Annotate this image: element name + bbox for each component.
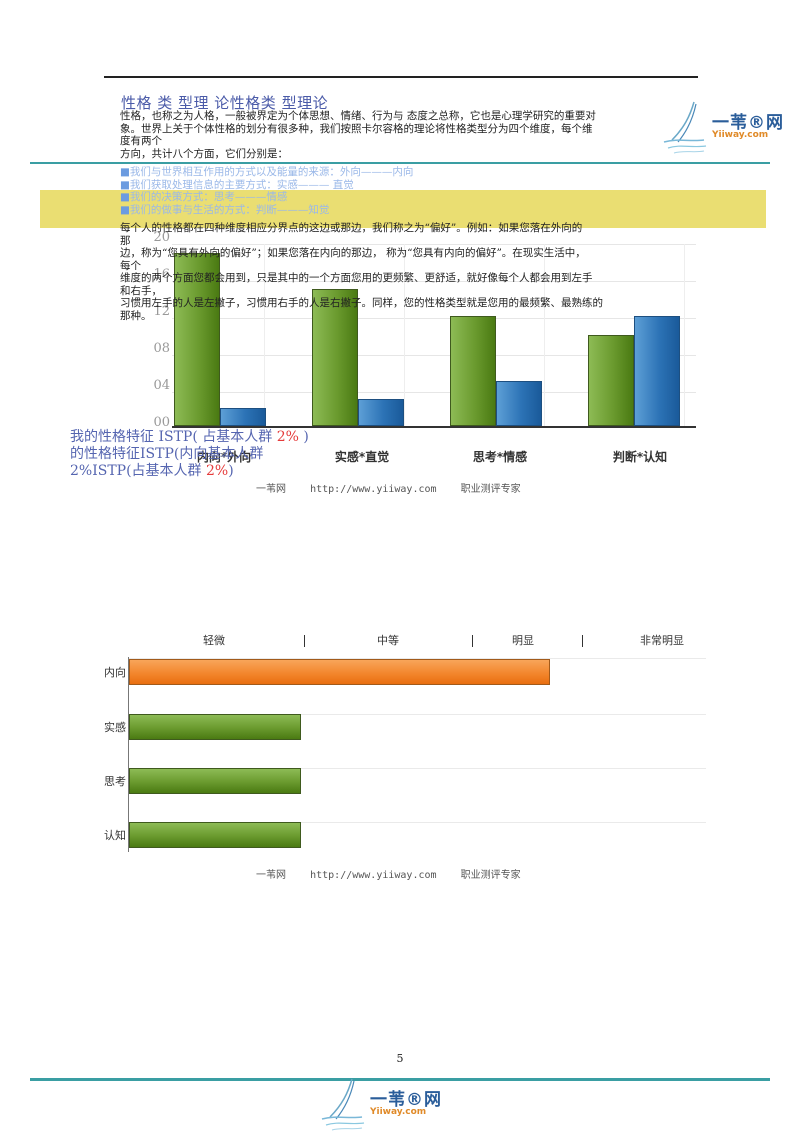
page-number: 5 bbox=[396, 1052, 404, 1065]
y-tick: 20 bbox=[153, 230, 170, 245]
intro-paragraph: 性格，也称之为人格，一般被界定为个体思想、情绪、行为与 态度之总称，它也是心理学… bbox=[120, 110, 665, 160]
square-bullet-icon: ■ bbox=[120, 178, 130, 191]
pref-line: 和右手， bbox=[120, 284, 162, 297]
scale-separator bbox=[304, 635, 305, 647]
category-label: 实感 bbox=[104, 721, 126, 734]
percent-value: 2% bbox=[206, 463, 229, 479]
scale-separator bbox=[472, 635, 473, 647]
bar-green-1 bbox=[312, 289, 358, 426]
scale-separator bbox=[582, 635, 583, 647]
bar-green-0 bbox=[174, 253, 220, 426]
bar-sensing bbox=[129, 714, 301, 740]
category-label: 认知 bbox=[104, 829, 126, 842]
scale-label: 轻微 bbox=[203, 634, 225, 647]
x-label: 实感*直觉 bbox=[334, 450, 390, 464]
preference-bar-chart: 20 16 12 08 04 00 内向*外向 实感*直觉 思考*情感 判断*认… bbox=[140, 230, 710, 470]
pref-line: 那种。 bbox=[120, 309, 152, 322]
footer-slogan: 职业测评专家 bbox=[460, 484, 521, 495]
bar-perceiving bbox=[129, 822, 301, 848]
intro-line: 象。世界上关于个体性格的划分有很多种，我们按照卡尔容格的理论将性格类型分为四个维… bbox=[120, 122, 593, 135]
preference-strength-chart: 轻微 中等 明显 非常明显 内向 实感 思考 认知 bbox=[100, 630, 710, 860]
pref-line: 每个 bbox=[120, 259, 141, 272]
bar-blue-1 bbox=[358, 399, 404, 426]
intro-line: 度有两个 bbox=[120, 135, 162, 147]
bar-introvert bbox=[129, 659, 550, 685]
plot-area bbox=[172, 244, 696, 428]
scale-label: 中等 bbox=[377, 634, 399, 647]
intro-line: 方向，共计八个方面，它们分别是： bbox=[120, 147, 288, 160]
dimension-bullets: ■我们与世界相互作用的方式以及能量的来源：外向———内向 ■我们获取处理信息的主… bbox=[120, 166, 413, 216]
bullet-item: ■我们与世界相互作用的方式以及能量的来源：外向———内向 bbox=[120, 166, 414, 178]
header-rule bbox=[104, 76, 698, 78]
bar-blue-2 bbox=[496, 381, 542, 426]
scale-label: 明显 bbox=[512, 634, 534, 647]
square-bullet-icon: ■ bbox=[120, 191, 130, 203]
page-title: 性格 类 型理 论性格类 型理论 bbox=[121, 94, 329, 112]
pref-line: 每个人的性格都在四种维度相应分界点的这边或那边，我们称之为“偏好”。例如：如果您… bbox=[120, 222, 583, 234]
highlight-band bbox=[40, 190, 766, 228]
y-tick: 00 bbox=[153, 415, 170, 430]
footer-slogan: 职业测评专家 bbox=[460, 870, 521, 881]
category-label: 内向 bbox=[104, 666, 126, 679]
preference-paragraph: 每个人的性格都在四种维度相应分界点的这边或那边，我们称之为“偏好”。例如：如果您… bbox=[120, 222, 665, 322]
pref-line: 那 bbox=[120, 234, 131, 247]
bar-blue-3 bbox=[634, 316, 680, 426]
teal-divider-bottom bbox=[30, 1078, 770, 1081]
x-label: 内向*外向 bbox=[196, 450, 252, 464]
pref-line: 习惯用左手的人是左撇子，习惯用右手的人是右撇子。同样，您的性格类型就是您用的最频… bbox=[120, 297, 603, 309]
y-tick: 04 bbox=[153, 378, 170, 393]
scale-label: 非常明显 bbox=[640, 634, 684, 647]
sail-logo-icon bbox=[321, 1078, 365, 1131]
bar-green-3 bbox=[588, 335, 634, 426]
square-bullet-icon: ■ bbox=[120, 166, 130, 178]
category-label: 思考 bbox=[104, 775, 126, 788]
bullet-item: ■我们的做事与生活的方式：判断———知觉 bbox=[120, 203, 330, 216]
pref-line: 边，称为“您具有外向的偏好”；如果您落在内向的那边， 称为“您具有内向的偏好”。… bbox=[120, 247, 586, 259]
bar-blue-0 bbox=[220, 408, 266, 426]
teal-divider-top bbox=[30, 162, 770, 164]
trait-line-1: 我的性格特征 ISTP( 占基本人群 2% ) bbox=[70, 429, 309, 445]
logo-cn-text: 一苇®网 bbox=[712, 113, 784, 133]
chart-footer-2: 一苇网 http://www.yiiway.com 职业测评专家 bbox=[256, 866, 521, 881]
footer-brand: 一苇网 bbox=[256, 484, 286, 495]
footer-brand: 一苇网 bbox=[256, 870, 286, 881]
bullet-item: ■我们的决策方式：思考———情感 bbox=[120, 191, 288, 203]
logo-top: 一苇®网 Yiiway.com bbox=[660, 98, 790, 158]
square-bullet-icon: ■ bbox=[120, 203, 130, 216]
logo-en-text: Yiiway.com bbox=[370, 1107, 427, 1117]
pref-line: 维度的两个方面您都会用到，只是其中的一个方面您用的更频繁、更舒适，就好像每个人都… bbox=[120, 272, 593, 284]
percent-value: 2% bbox=[276, 429, 299, 445]
chart-footer-1: 一苇网 http://www.yiiway.com 职业测评专家 bbox=[256, 480, 521, 495]
x-label: 思考*情感 bbox=[472, 450, 528, 464]
footer-url[interactable]: http://www.yiiway.com bbox=[310, 870, 437, 881]
bullet-item: ■我们获取处理信息的主要方式：实感——— 直觉 bbox=[120, 178, 354, 191]
trait-line-3: 2%ISTP(占基本人群 2%) bbox=[70, 463, 234, 479]
trait-line-2: 的性格特征ISTP(内向基本人群 bbox=[70, 446, 264, 462]
y-tick: 08 bbox=[153, 341, 170, 356]
sail-logo-icon bbox=[663, 101, 707, 154]
y-tick: 16 bbox=[153, 267, 170, 282]
y-axis bbox=[128, 657, 129, 852]
x-label: 判断*认知 bbox=[612, 450, 668, 464]
bar-thinking bbox=[129, 768, 301, 794]
bar-green-2 bbox=[450, 316, 496, 426]
logo-cn-text: 一苇®网 bbox=[370, 1090, 442, 1110]
intro-line: 性格，也称之为人格，一般被界定为个体思想、情绪、行为与 态度之总称，它也是心理学… bbox=[120, 110, 596, 122]
footer-url[interactable]: http://www.yiiway.com bbox=[310, 484, 437, 495]
logo-bottom: 一苇®网 Yiiway.com bbox=[318, 1075, 448, 1132]
y-tick: 12 bbox=[153, 304, 170, 319]
logo-en-text: Yiiway.com bbox=[712, 130, 769, 140]
